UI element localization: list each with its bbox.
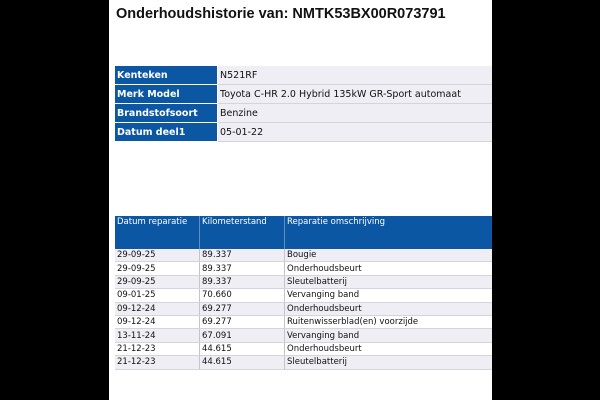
repair-description: Onderhoudsbeurt: [284, 261, 492, 276]
table-row: 09-01-25 70.660 Vervanging band: [115, 288, 492, 303]
page-title: Onderhoudshistorie van: NMTK53BX00R07379…: [116, 6, 446, 22]
vehicle-info-table: Kenteken N521RF Merk Model Toyota C-HR 2.0 …: [115, 66, 492, 142]
info-value: Toyota C-HR 2.0 Hybrid 135kW GR-Sport au…: [217, 84, 492, 104]
table-row: 21-12-23 44.615 Onderhoudsbeurt: [115, 342, 492, 357]
repair-date: 09-12-24: [115, 315, 200, 330]
info-label: Merk Model: [115, 84, 218, 104]
repair-mileage: 67.091: [199, 328, 285, 343]
repair-description: Sleutelbatterij: [284, 355, 492, 370]
repair-mileage: 89.337: [199, 275, 285, 290]
info-row: Kenteken N521RF: [115, 66, 492, 85]
table-row: 13-11-24 67.091 Vervanging band: [115, 328, 492, 343]
table-row: 29-09-25 89.337 Onderhoudsbeurt: [115, 261, 492, 276]
repair-description: Vervanging band: [284, 328, 492, 343]
table-header-row: Datum reparatie Kilometerstand Reparatie…: [115, 216, 492, 249]
repair-date: 29-09-25: [115, 261, 200, 276]
document-page: Onderhoudshistorie van: NMTK53BX00R07379…: [109, 0, 492, 400]
info-value: 05-01-22: [217, 122, 492, 142]
header-mileage: Kilometerstand: [199, 216, 285, 249]
repair-description: Ruitenwisserblad(en) voorzijde: [284, 315, 492, 330]
repair-mileage: 69.277: [199, 315, 285, 330]
table-row: 29-09-25 89.337 Sleutelbatterij: [115, 275, 492, 290]
repair-date: 09-01-25: [115, 288, 200, 303]
repair-date: 09-12-24: [115, 302, 200, 316]
repair-description: Onderhoudsbeurt: [284, 302, 492, 316]
header-description: Reparatie omschrijving: [284, 216, 492, 249]
repair-mileage: 89.337: [199, 261, 285, 276]
table-row: 09-12-24 69.277 Ruitenwisserblad(en) voorz…: [115, 315, 492, 330]
repair-description: Onderhoudsbeurt: [284, 342, 492, 357]
repair-description: Bougie: [284, 249, 492, 263]
repair-date: 21-12-23: [115, 342, 200, 357]
repair-mileage: 70.660: [199, 288, 285, 303]
info-row: Datum deel1 05-01-22: [115, 122, 492, 142]
repair-mileage: 89.337: [199, 249, 285, 263]
info-value: Benzine: [217, 103, 492, 123]
repair-date: 29-09-25: [115, 249, 200, 263]
info-row: Merk Model Toyota C-HR 2.0 Hybrid 135kW G…: [115, 84, 492, 104]
repair-history-table: Datum reparatie Kilometerstand Reparatie…: [115, 216, 492, 370]
table-row: 29-09-25 89.337 Bougie: [115, 249, 492, 263]
info-label: Brandstofsoort: [115, 103, 218, 123]
repair-mileage: 69.277: [199, 302, 285, 316]
repair-mileage: 44.615: [199, 342, 285, 357]
repair-description: Vervanging band: [284, 288, 492, 303]
info-row: Brandstofsoort Benzine: [115, 103, 492, 123]
repair-description: Sleutelbatterij: [284, 275, 492, 290]
repair-date: 29-09-25: [115, 275, 200, 290]
repair-date: 13-11-24: [115, 328, 200, 343]
info-label: Kenteken: [115, 66, 218, 85]
table-row: 21-12-23 44.615 Sleutelbatterij: [115, 355, 492, 370]
table-row: 09-12-24 69.277 Onderhoudsbeurt: [115, 302, 492, 316]
info-value: N521RF: [217, 66, 492, 85]
info-label: Datum deel1: [115, 122, 218, 142]
repair-date: 21-12-23: [115, 355, 200, 370]
header-date: Datum reparatie: [115, 216, 200, 249]
repair-mileage: 44.615: [199, 355, 285, 370]
